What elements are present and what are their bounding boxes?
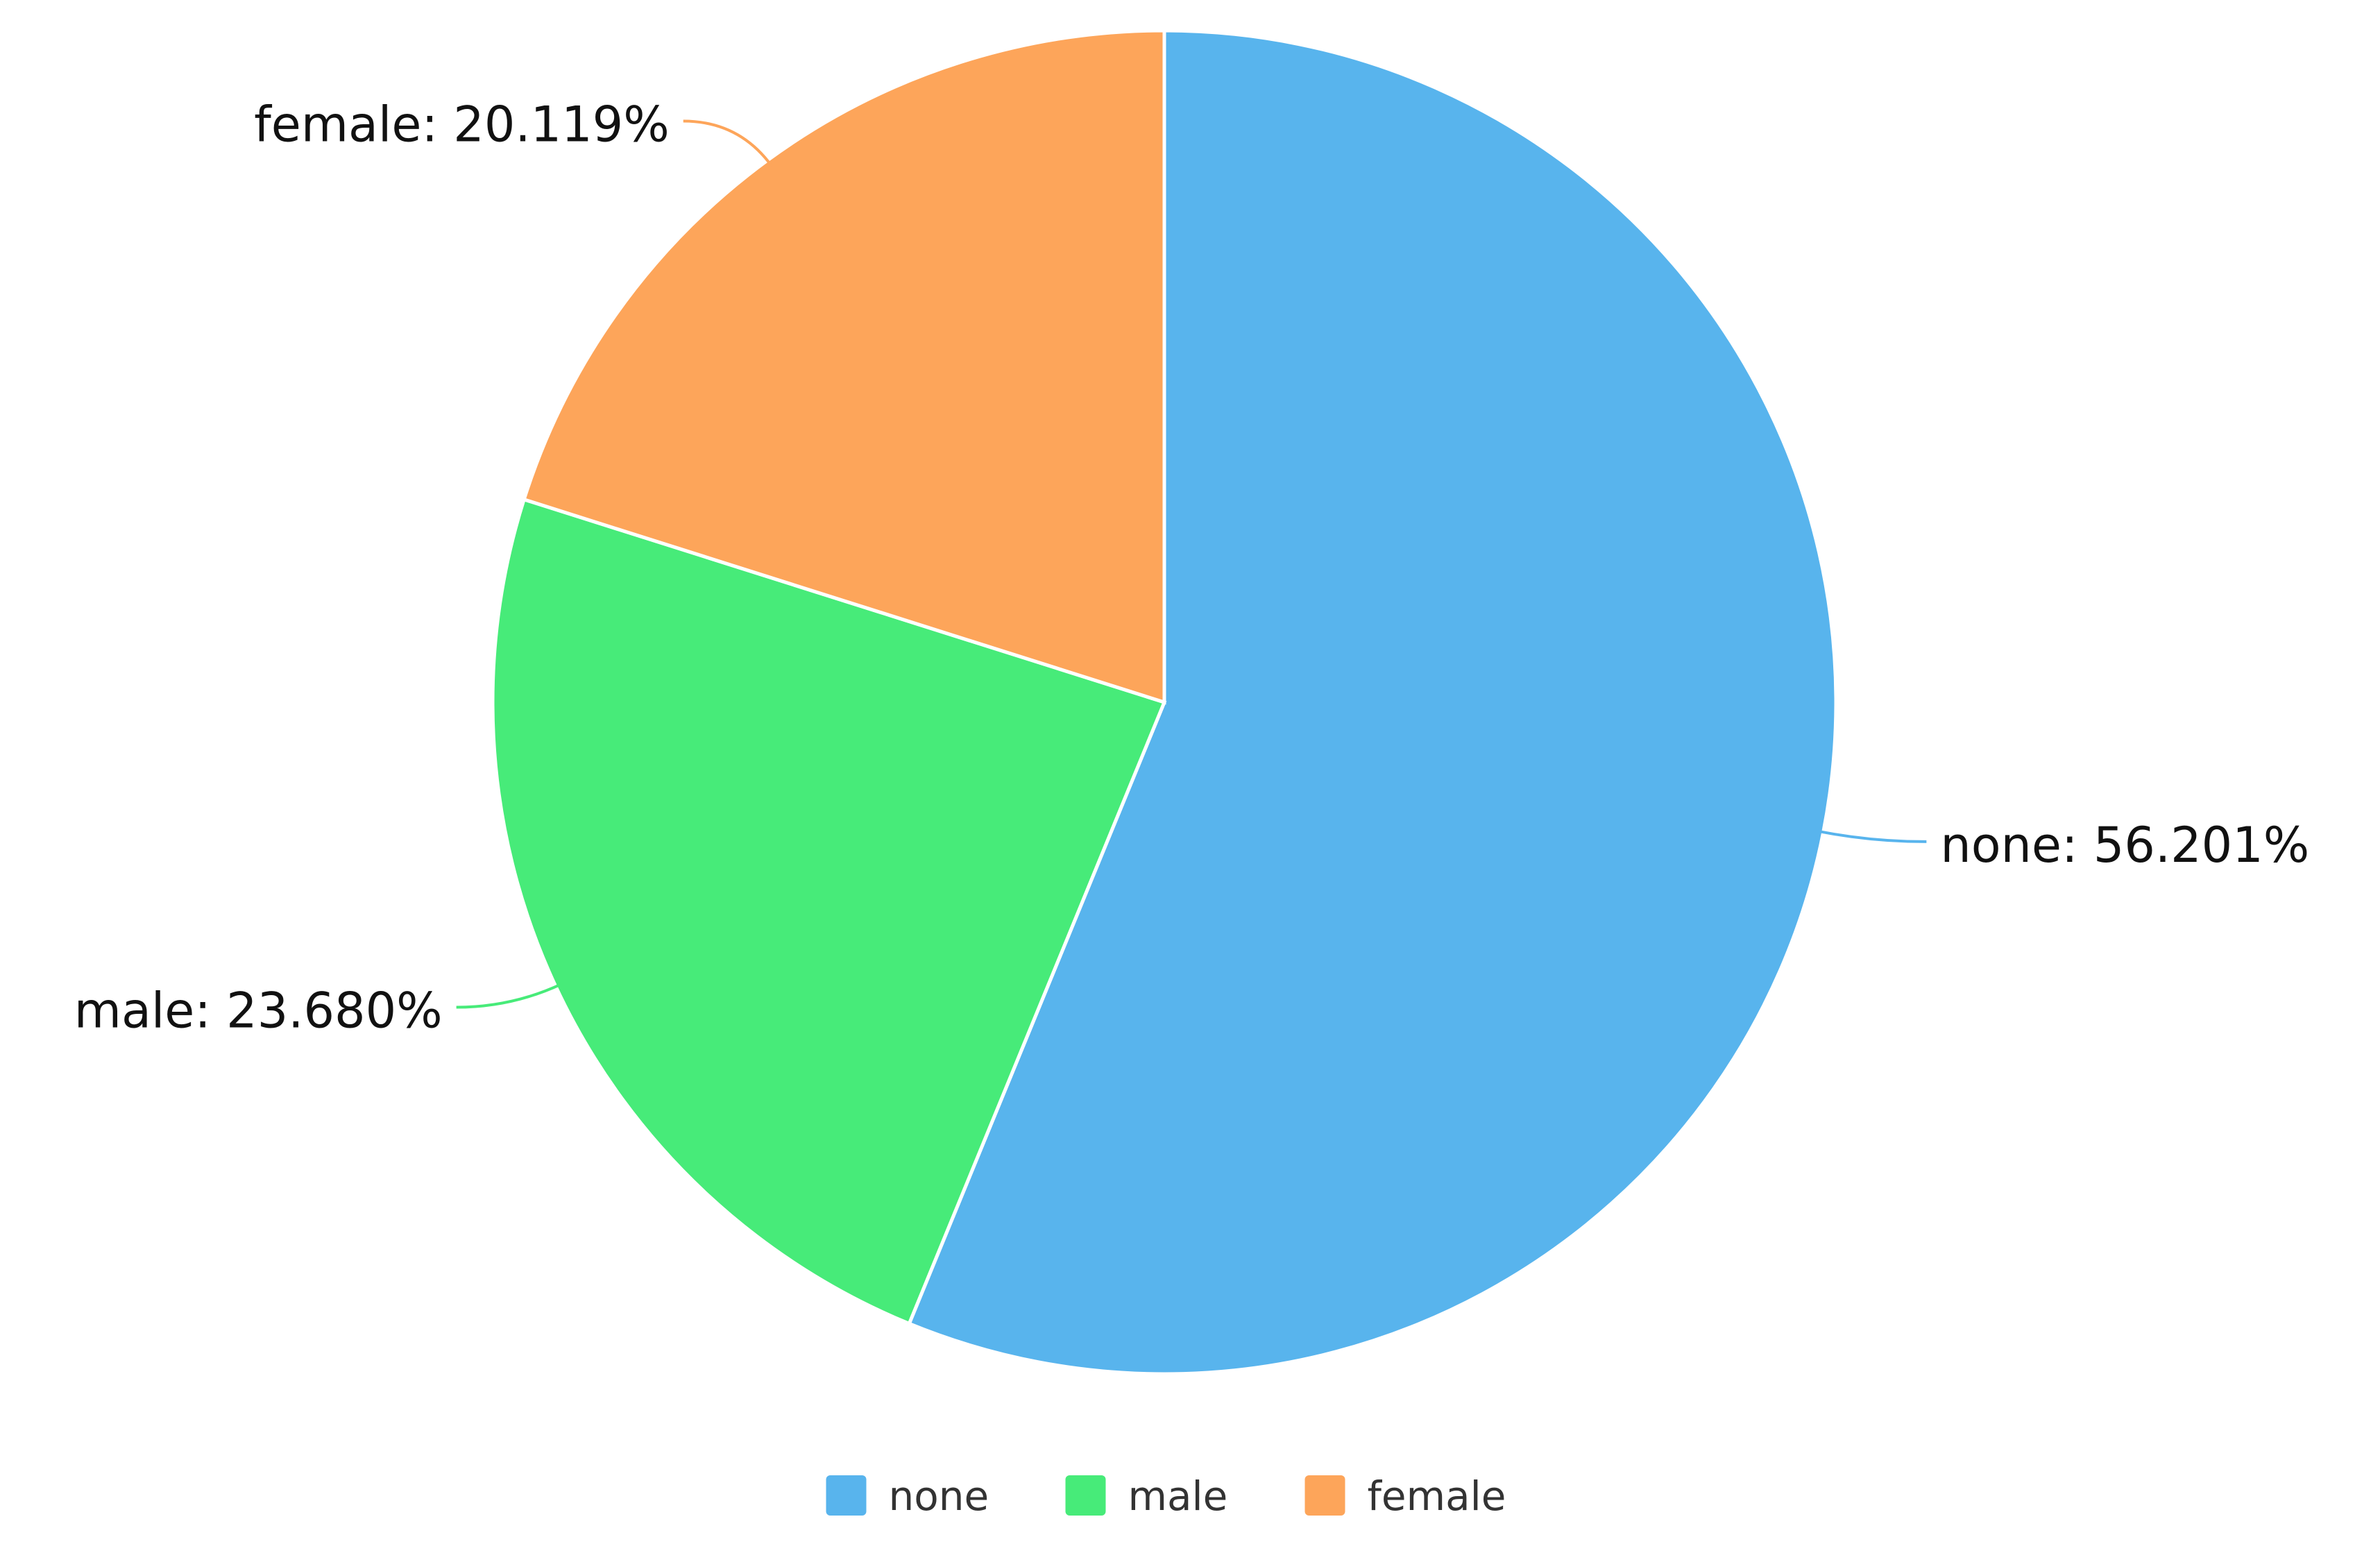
leader-line [1816,829,1927,843]
data-label: male: 23.680% [74,983,443,1040]
leader-line [683,119,773,167]
data-label: none: 56.201% [1940,817,2309,874]
data-label: female: 20.119% [254,96,670,153]
legend-swatch[interactable] [826,1475,867,1516]
legend-swatch[interactable] [1065,1475,1106,1516]
legend-label[interactable]: none [889,1473,989,1520]
leader-line [456,982,563,1009]
legend-label[interactable]: female [1368,1473,1506,1520]
legend-swatch[interactable] [1304,1475,1345,1516]
legend-label[interactable]: male [1128,1473,1228,1520]
